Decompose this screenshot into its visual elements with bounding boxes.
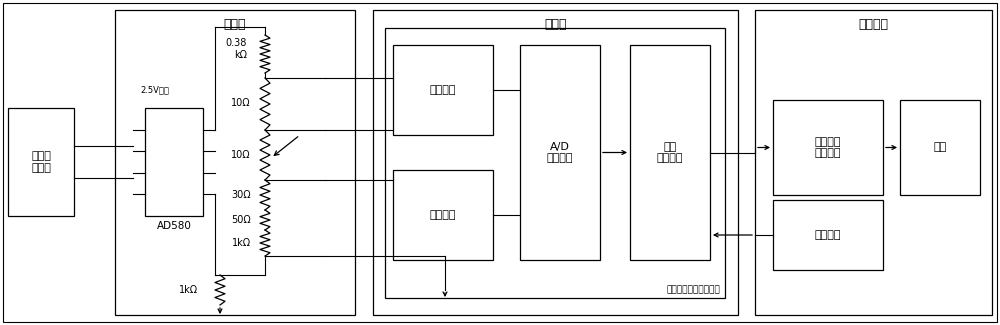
Bar (755, 10, 992, 315)
Text: 1kΩ: 1kΩ (179, 285, 198, 295)
Text: 温循筱: 温循筱 (544, 18, 567, 31)
Text: A/D
变换电路: A/D 变换电路 (547, 142, 573, 163)
Bar (373, 10, 738, 315)
Bar (385, 28, 725, 298)
Bar (630, 45, 710, 260)
Bar (773, 100, 883, 195)
Text: 参考电路: 参考电路 (430, 210, 456, 220)
Bar (8, 108, 74, 216)
Text: 30Ω: 30Ω (231, 190, 251, 200)
Text: 输入源: 输入源 (224, 18, 246, 31)
Text: 10Ω: 10Ω (231, 150, 251, 160)
Bar (520, 45, 600, 260)
Bar (393, 45, 493, 135)
Text: 信号
处理电路: 信号 处理电路 (657, 142, 683, 163)
Bar (145, 108, 203, 216)
Text: AD580: AD580 (157, 221, 191, 231)
Bar (393, 170, 493, 260)
Text: 0.38
kΩ: 0.38 kΩ (226, 38, 247, 60)
Text: 电脑: 电脑 (933, 142, 947, 152)
Text: 测试设备: 测试设备 (858, 18, 889, 31)
Text: 高精度低温漂测温电路: 高精度低温漂测温电路 (666, 285, 720, 294)
Text: 10Ω: 10Ω (231, 98, 251, 108)
Text: 2.5V输出: 2.5V输出 (140, 85, 169, 95)
Bar (900, 100, 980, 195)
Text: 供电电源: 供电电源 (815, 230, 841, 240)
Text: 放大电路: 放大电路 (430, 85, 456, 95)
Text: 温度数据
接收电路: 温度数据 接收电路 (815, 137, 841, 158)
Bar (115, 10, 355, 315)
Text: 芯片供
电电源: 芯片供 电电源 (31, 151, 51, 173)
Text: 50Ω: 50Ω (231, 215, 251, 225)
Bar (773, 200, 883, 270)
Text: 1kΩ: 1kΩ (232, 238, 251, 248)
